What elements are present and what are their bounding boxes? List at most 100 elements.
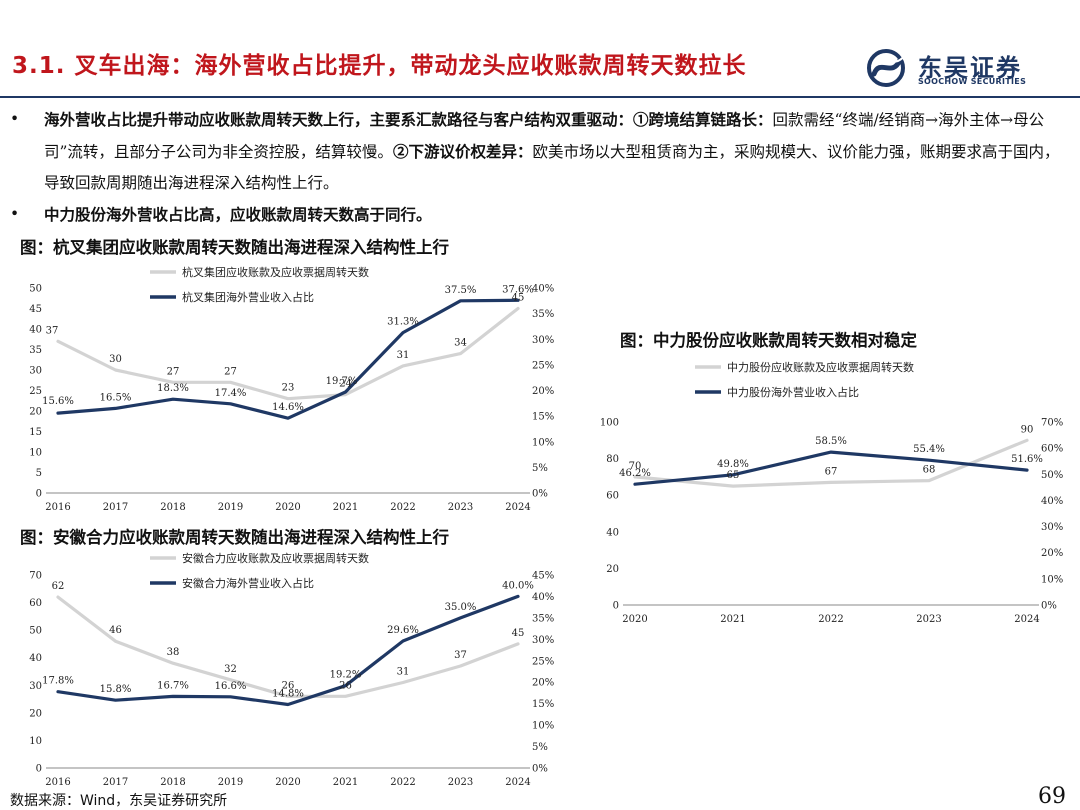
right-axis-tick-label: 20%: [532, 386, 554, 397]
left-axis-tick-label: 70: [29, 571, 42, 582]
data-label-turnover-days: 27: [167, 366, 180, 377]
right-axis-tick-label: 30%: [1041, 522, 1063, 533]
page-number: 69: [1038, 784, 1066, 809]
left-axis-tick-label: 100: [600, 418, 619, 429]
bullet-list: • 海外营收占比提升带动应收账款周转天数上行，主要系汇款路径与客户结构双重驱动：…: [0, 104, 1060, 231]
series-line-turnover-days: [56, 306, 520, 401]
right-axis-tick-label: 45%: [532, 571, 554, 582]
left-axis-tick-label: 30: [29, 366, 42, 377]
left-axis-tick-label: 25: [29, 386, 42, 397]
data-label-overseas-share: 16.6%: [215, 681, 247, 692]
right-axis-tick-label: 60%: [1041, 444, 1063, 455]
right-axis-tick-label: 0%: [532, 489, 548, 500]
chart-hangcha: 0 5 10 15 20 25 30 35 40 45 50 0% 5% 10% 15% 20% 25% 30% 3…: [29, 265, 554, 513]
data-label-turnover-days: 68: [923, 465, 936, 476]
data-label-overseas-share: 17.8%: [42, 676, 74, 687]
right-axis-tick-label: 15%: [532, 699, 554, 710]
data-label-overseas-share: 15.8%: [100, 684, 132, 695]
bullet-text: 回款需经“终端/经销商→海外主体→母公司”流转，且部分子公司为非全资控股，结算较…: [44, 111, 1045, 161]
right-axis-tick-label: 70%: [1041, 418, 1063, 429]
data-label-overseas-share: 19.7%: [326, 376, 358, 387]
data-label-overseas-share: 14.8%: [272, 689, 304, 700]
series-line-turnover-days: [56, 595, 520, 698]
x-axis-tick-label: 2022: [390, 502, 415, 513]
bullet-item: • 海外营收占比提升带动应收账款周转天数上行，主要系汇款路径与客户结构双重驱动：…: [0, 104, 1060, 199]
data-source: 数据来源：Wind，东吴证券研究所: [10, 793, 228, 809]
x-axis-tick-label: 2017: [103, 777, 128, 788]
right-axis-tick-label: 30%: [532, 635, 554, 646]
right-axis-tick-label: 40%: [1041, 496, 1063, 507]
figure-title-heli: 图：安徽合力应收账款周转天数随出海进程深入结构性上行: [20, 528, 449, 547]
data-label-overseas-share: 16.7%: [157, 680, 189, 691]
left-axis-tick-label: 20: [606, 564, 619, 575]
legend-label: 中力股份应收账款及应收票据周转天数: [727, 360, 914, 374]
left-axis-tick-label: 0: [36, 489, 42, 500]
right-axis-tick-label: 10%: [532, 437, 554, 448]
data-label-turnover-days: 34: [454, 338, 467, 349]
x-axis-tick-label: 2021: [333, 502, 358, 513]
figure-title-zhongli: 图：中力股份应收账款周转天数相对稳定: [620, 331, 917, 350]
x-axis-tick-label: 2021: [333, 777, 358, 788]
data-label-overseas-share: 35.0%: [445, 602, 477, 613]
data-label-turnover-days: 65: [727, 470, 740, 481]
data-label-overseas-share: 18.3%: [157, 383, 189, 394]
x-axis-tick-label: 2016: [45, 502, 70, 513]
logo-text-en: SOOCHOW SECURITIES: [918, 77, 1027, 86]
right-axis-tick-label: 20%: [1041, 548, 1063, 559]
legend-label: 安徽合力海外营业收入占比: [182, 576, 314, 590]
data-label-turnover-days: 37: [454, 650, 467, 661]
data-label-overseas-share: 17.4%: [215, 388, 247, 399]
left-axis-tick-label: 40: [606, 527, 619, 538]
left-axis-tick-label: 10: [29, 736, 42, 747]
data-label-turnover-days: 32: [224, 664, 237, 675]
bullet-text: 欧美市场以大型租赁商为主，采购规模大、议价能力强，账期要求高于国内，导致回款周期…: [44, 143, 1060, 192]
series-line-overseas-share: [56, 594, 520, 707]
brand-logo: 东吴证券 SOOCHOW SECURITIES: [866, 48, 1066, 88]
left-axis-tick-label: 30: [29, 681, 42, 692]
title-divider: [0, 96, 1080, 98]
data-label-overseas-share: 46.2%: [619, 468, 651, 479]
data-label-overseas-share: 31.3%: [387, 317, 419, 328]
data-label-overseas-share: 16.5%: [100, 392, 132, 403]
right-axis-tick-label: 25%: [532, 656, 554, 667]
data-label-turnover-days: 90: [1021, 424, 1034, 435]
legend-label: 安徽合力应收账款及应收票据周转天数: [182, 551, 369, 565]
left-axis-tick-label: 50: [29, 284, 42, 295]
x-axis-tick-label: 2020: [275, 777, 300, 788]
data-label-overseas-share: 37.5%: [445, 285, 477, 296]
right-axis-tick-label: 35%: [532, 309, 554, 320]
right-axis-tick-label: 5%: [532, 463, 548, 474]
data-label-overseas-share: 51.6%: [1011, 454, 1043, 465]
bullet-bold-lead: 中力股份海外营收占比高，应收账款周转天数高于同行。: [44, 205, 432, 224]
data-label-overseas-share: 37.6%: [502, 284, 534, 295]
right-axis-tick-label: 15%: [532, 412, 554, 423]
x-axis-tick-label: 2023: [916, 614, 941, 625]
title-bar: 3.1. 叉车出海：海外营收占比提升，带动龙头应收账款周转天数拉长 东吴证券 S…: [0, 0, 1080, 96]
right-axis-tick-label: 50%: [1041, 470, 1063, 481]
bullet-bold-mid: ②下游议价权差异：: [392, 142, 533, 161]
x-axis-tick-label: 2022: [818, 614, 843, 625]
left-axis-tick-label: 15: [29, 427, 42, 438]
right-axis-tick-label: 10%: [1041, 574, 1063, 585]
left-axis-tick-label: 45: [29, 304, 42, 315]
data-label-overseas-share: 40.0%: [502, 580, 534, 591]
bullet-item: • 中力股份海外营收占比高，应收账款周转天数高于同行。: [0, 199, 1060, 231]
legend-label: 杭叉集团应收账款及应收票据周转天数: [182, 265, 369, 279]
series-line-turnover-days: [633, 438, 1029, 488]
data-label-turnover-days: 31: [397, 667, 410, 678]
right-axis-tick-label: 0%: [1041, 601, 1057, 612]
right-axis-tick-label: 40%: [532, 284, 554, 295]
chart-zhongli: 0 20 40 60 80 100 0% 10% 20% 30% 40% 50% 60% 70% 2020 2…: [600, 360, 1063, 625]
x-axis-tick-label: 2020: [275, 502, 300, 513]
left-axis-tick-label: 60: [606, 491, 619, 502]
right-axis-tick-label: 30%: [532, 335, 554, 346]
right-axis-tick-label: 0%: [532, 764, 548, 775]
left-axis-tick-label: 35: [29, 345, 42, 356]
right-axis-tick-label: 25%: [532, 360, 554, 371]
x-axis-tick-label: 2018: [160, 502, 185, 513]
data-label-overseas-share: 29.6%: [387, 625, 419, 636]
x-axis-tick-label: 2019: [218, 777, 243, 788]
data-label-overseas-share: 19.2%: [330, 670, 362, 681]
legend-label: 中力股份海外营业收入占比: [727, 385, 859, 399]
x-axis-tick-label: 2023: [448, 502, 473, 513]
